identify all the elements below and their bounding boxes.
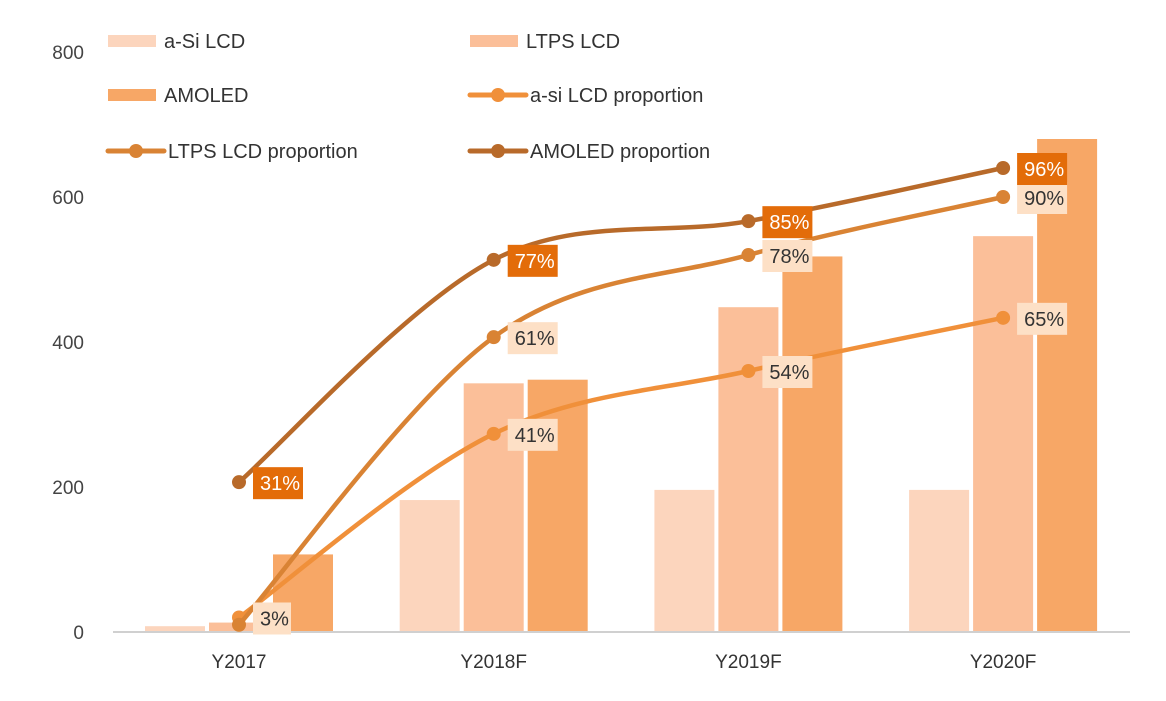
legend-item: a-Si LCD [108, 31, 245, 53]
data-label-bg [1017, 153, 1068, 185]
point-amoled-proportion [232, 475, 246, 490]
point-ltps-lcd-proportion [486, 330, 501, 345]
data-label-amoled-proportion: 85% [769, 212, 809, 234]
point-a-si-lcd-proportion [741, 364, 756, 378]
data-label-amoled-proportion: 31% [260, 473, 300, 495]
y-tick-label: 0 [73, 623, 84, 644]
bar-a-si-lcd [399, 500, 460, 632]
data-label-a-si-lcd-proportion: 65% [1024, 309, 1064, 331]
x-tick-label: Y2018F [460, 652, 527, 673]
line-ltps-lcd-proportion [236, 194, 1006, 627]
line-a-si-lcd-proportion [236, 315, 1006, 620]
bar-ltps-lcd [973, 236, 1034, 632]
bar-amoled [1037, 139, 1098, 632]
y-tick-label: 600 [52, 188, 84, 209]
legend-label: LTPS LCD [526, 31, 620, 53]
legend-item: AMOLED [108, 85, 248, 107]
data-label-a-si-lcd-proportion: 41% [515, 425, 555, 447]
legend-label: a-si LCD proportion [530, 85, 703, 107]
legend-swatch [470, 35, 518, 47]
legend-label: a-Si LCD [164, 31, 245, 53]
data-label-bg [762, 356, 813, 388]
x-tick-label: Y2020F [970, 652, 1037, 673]
point-amoled-proportion [741, 214, 756, 229]
data-label-bg [253, 467, 303, 500]
legend-item: AMOLED proportion [467, 141, 710, 163]
y-tick-label: 800 [52, 43, 84, 64]
x-tick-label: Y2019F [715, 652, 782, 673]
x-tick-label: Y2017 [212, 652, 267, 673]
bar-amoled [782, 256, 843, 632]
bar-a-si-lcd [909, 489, 970, 632]
legend-swatch [108, 89, 156, 101]
data-label-bg [507, 322, 558, 355]
y-tick-label: 400 [52, 333, 84, 354]
bar-a-si-lcd [654, 489, 715, 632]
data-label-ltps-lcd-proportion: 78% [769, 246, 809, 268]
data-label-ltps-lcd-proportion: 90% [1024, 188, 1064, 210]
data-label-a-si-lcd-proportion: 54% [769, 362, 809, 384]
point-a-si-lcd-proportion [486, 426, 501, 441]
legend-item: LTPS LCD proportion [105, 141, 358, 163]
data-label-bg [762, 240, 813, 272]
bar-a-si-lcd [145, 626, 205, 632]
point-a-si-lcd-proportion [996, 310, 1011, 325]
y-tick-label: 200 [52, 478, 84, 499]
legend-marker [491, 144, 505, 158]
legend-item: a-si LCD proportion [467, 85, 703, 107]
legend-marker [491, 88, 505, 102]
point-ltps-lcd-proportion [232, 617, 246, 632]
data-label-bg [253, 602, 291, 635]
data-label-bg [1017, 302, 1068, 335]
legend-label: AMOLED [164, 85, 248, 107]
legend-label: LTPS LCD proportion [168, 141, 358, 163]
legend-item: LTPS LCD [470, 31, 620, 53]
data-label-bg [507, 244, 558, 277]
data-label-bg [1017, 182, 1068, 214]
point-amoled-proportion [486, 252, 501, 267]
point-ltps-lcd-proportion [741, 248, 756, 262]
legend-swatch [108, 35, 156, 47]
data-label-bg [507, 418, 558, 451]
data-label-a-si-lcd-proportion: 3% [260, 609, 289, 631]
data-label-amoled-proportion: 96% [1024, 159, 1064, 181]
point-amoled-proportion [996, 161, 1011, 175]
data-label-ltps-lcd-proportion: 61% [515, 328, 555, 350]
point-ltps-lcd-proportion [996, 190, 1011, 204]
legend-marker [129, 144, 143, 158]
data-label-bg [762, 206, 813, 239]
bar-ltps-lcd [718, 307, 779, 632]
legend-label: AMOLED proportion [530, 141, 710, 163]
line-amoled-proportion [236, 165, 1006, 485]
data-label-amoled-proportion: 77% [515, 251, 555, 273]
